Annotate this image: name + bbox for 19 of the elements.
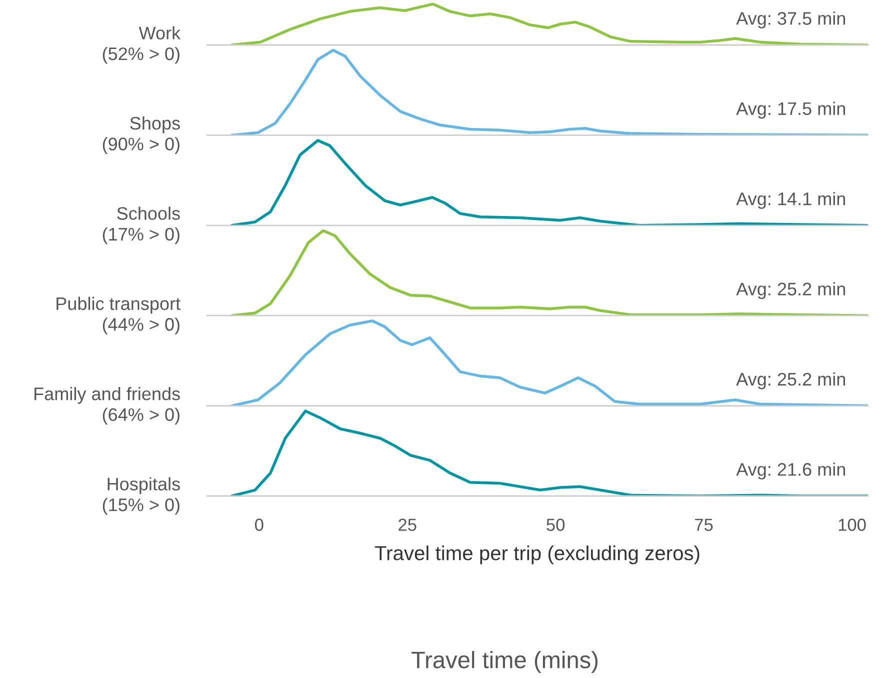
annotation: Avg: 14.1 min <box>736 192 846 209</box>
y-axis-title: Shops (90% > 0) <box>102 116 180 154</box>
annotation: Avg: 25.2 min <box>736 372 846 390</box>
x-tick-label: 25 <box>398 518 416 531</box>
x-tick-label: 50 <box>546 518 565 531</box>
y-axis-title: Work (52% > 0) <box>102 26 181 64</box>
annotation: Avg: 21.6 min <box>736 462 846 480</box>
x-tick-label: 0 <box>255 518 264 531</box>
y-axis-title: Public transport (44% > 0) <box>56 296 180 334</box>
text: Travel time (mins) <box>412 650 598 673</box>
annotation: Avg: 17.5 min <box>736 102 846 119</box>
annotation: Avg: 25.2 min <box>736 282 846 300</box>
x-tick-label: 75 <box>695 518 713 531</box>
y-axis-title: Hospitals (15% > 0) <box>102 477 180 515</box>
annotation: Avg: 37.5 min <box>736 12 846 28</box>
y-axis-title: Schools (17% > 0) <box>102 206 180 244</box>
x-tick-label: 100 <box>838 518 866 531</box>
y-axis-title: Family and friends (64% > 0) <box>34 387 180 425</box>
x-axis-title: Travel time per trip (excluding zeros) <box>374 546 700 564</box>
